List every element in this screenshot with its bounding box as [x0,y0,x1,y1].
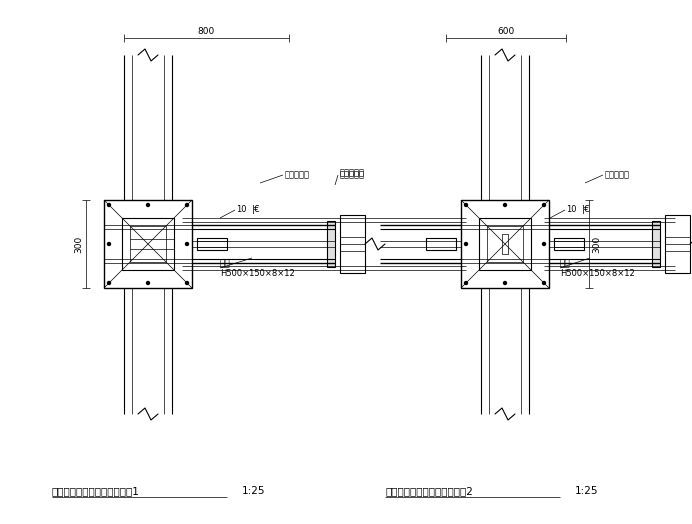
Circle shape [147,203,149,206]
Bar [104,200,192,288]
Text: 1:25: 1:25 [242,486,266,496]
Bar [665,215,690,273]
Circle shape [185,243,188,246]
Text: |€: |€ [582,205,591,214]
Text: 300: 300 [592,235,601,253]
Bar [426,238,456,250]
Circle shape [543,203,545,206]
Bar [479,218,531,270]
Bar [502,234,508,254]
Bar [130,226,166,262]
Circle shape [185,203,188,206]
Text: H500×150×8×12: H500×150×8×12 [220,269,295,278]
Text: 300: 300 [74,235,83,253]
Text: 型钢柱与梁连接节点配筋构造1: 型钢柱与梁连接节点配筋构造1 [52,486,140,496]
Text: 钢梁: 钢梁 [560,259,571,268]
Text: 型钢梁钢筋: 型钢梁钢筋 [340,170,365,180]
Circle shape [543,281,545,285]
Text: H500×150×8×12: H500×150×8×12 [560,269,635,278]
Circle shape [107,281,111,285]
Text: 型钢柱钢筋: 型钢柱钢筋 [605,170,630,180]
Bar [197,238,227,250]
Text: 型钢柱与梁连接节点配筋构造2: 型钢柱与梁连接节点配筋构造2 [385,486,473,496]
Bar [327,221,335,267]
Text: 800: 800 [198,27,215,36]
Circle shape [464,243,468,246]
Circle shape [504,281,507,285]
Text: 型钢梁钢筋: 型钢梁钢筋 [340,169,365,178]
Circle shape [107,243,111,246]
Bar [461,200,549,288]
Text: 型钢柱钢筋: 型钢柱钢筋 [285,170,310,180]
Circle shape [185,281,188,285]
Circle shape [464,203,468,206]
Text: 10: 10 [566,205,576,214]
Circle shape [107,203,111,206]
Bar [554,238,584,250]
Bar [122,218,174,270]
Text: 10: 10 [236,205,246,214]
Circle shape [504,203,507,206]
Text: 600: 600 [498,27,515,36]
Text: 1:25: 1:25 [575,486,599,496]
Text: 钢梁: 钢梁 [220,259,230,268]
Bar [340,215,365,273]
Circle shape [543,243,545,246]
Circle shape [147,281,149,285]
Bar [487,226,523,262]
Bar [652,221,660,267]
Circle shape [464,281,468,285]
Text: |€: |€ [252,205,261,214]
